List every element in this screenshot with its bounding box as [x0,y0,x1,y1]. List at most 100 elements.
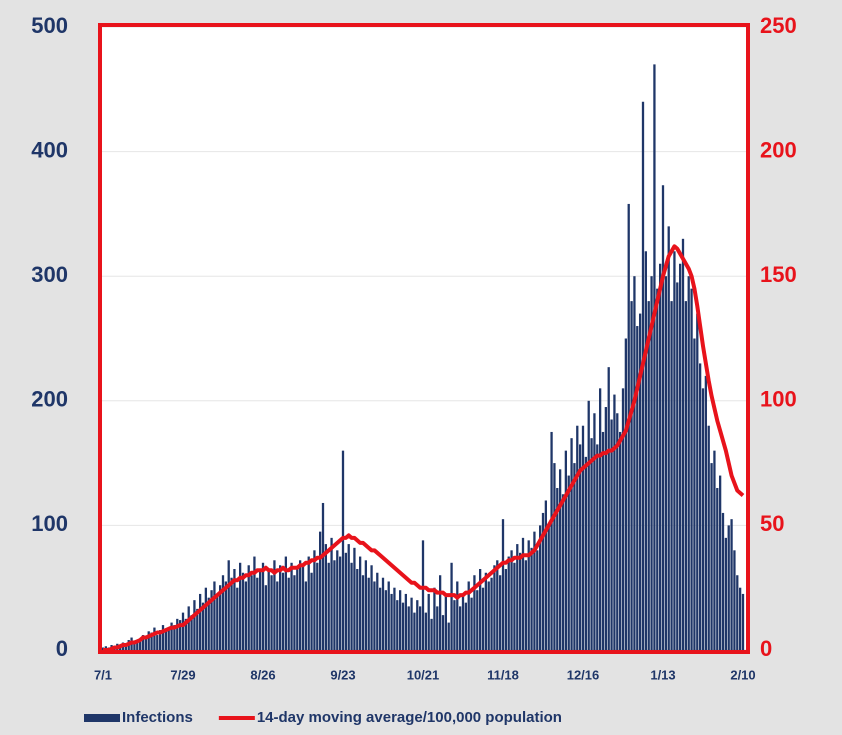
bar [247,565,250,650]
bars [101,64,745,651]
bar [264,585,267,650]
bar [444,593,447,650]
bar [641,101,645,650]
bar [619,431,622,650]
bar [710,463,713,650]
bar [350,562,353,650]
bar [499,575,502,650]
bar [679,263,682,650]
bar [616,413,619,650]
bar [604,407,607,650]
bar [276,581,279,650]
bar [727,525,730,650]
bar [341,450,345,650]
bar [173,625,176,650]
bar [216,593,219,650]
bar [719,475,722,650]
bar [207,597,210,650]
bar [379,587,382,650]
bar [181,612,185,650]
bar [733,550,736,650]
bar [290,562,293,650]
bar [596,444,599,650]
bar [364,560,367,650]
bar [219,585,222,650]
bar [607,367,610,650]
bar [393,587,396,650]
bar [621,388,625,650]
bar [530,547,533,650]
bar [687,276,690,650]
bar [447,622,450,650]
bar [179,620,182,650]
y2-tick-label: 200 [760,137,797,162]
bar [356,569,359,650]
bar [233,569,236,650]
bar [361,575,365,650]
bar [459,606,462,650]
bar [716,488,719,650]
bar [479,569,482,650]
bar [644,251,647,650]
bar [256,577,259,650]
bar [647,301,650,650]
x-tick-label: 12/16 [567,667,600,682]
bar [161,625,165,650]
bar [221,575,225,650]
bar [419,606,422,650]
bar [424,612,427,650]
bar [344,552,347,650]
bar [624,338,627,650]
x-tick-label: 11/18 [487,667,519,682]
labels: 0 100 200 300 400 500 0 50 100 150 200 250 7/1 7/29 8/… [31,13,796,726]
bar [141,635,145,650]
bar [399,590,402,650]
bar [453,600,456,650]
bar [381,577,385,650]
bar [630,301,633,650]
bar [441,615,445,650]
bar [579,444,582,650]
bar [464,602,467,650]
bar [567,475,570,650]
bar [253,556,256,650]
bar [313,550,316,650]
bar [136,641,139,650]
bar [539,525,542,650]
bar [370,565,373,650]
bar [133,642,136,650]
bar [493,565,496,650]
bar [284,556,287,650]
bar [704,375,707,650]
bar [667,226,670,651]
bar [227,560,230,650]
bar [587,400,590,650]
bar [427,593,430,650]
bar [681,238,685,650]
bar [510,550,513,650]
bar [490,577,493,650]
bar [359,556,362,650]
x-tick-label: 9/23 [330,667,355,682]
y-tick-label: 300 [31,262,68,287]
bar [741,593,745,650]
y-tick-label: 400 [31,137,68,162]
bar [684,301,687,650]
bar [456,581,459,650]
bar [696,313,699,650]
bar [690,288,693,650]
bar [570,438,573,650]
bar [321,502,325,650]
bar [553,463,556,650]
bar [339,556,342,650]
bar [713,450,716,650]
bar [656,288,659,650]
bar [504,569,507,650]
x-tick-label: 2/10 [730,667,755,682]
bar [533,531,536,650]
bar [167,627,170,650]
bar [147,631,150,650]
x-tick-label: 7/1 [94,667,112,682]
bar [236,587,239,650]
